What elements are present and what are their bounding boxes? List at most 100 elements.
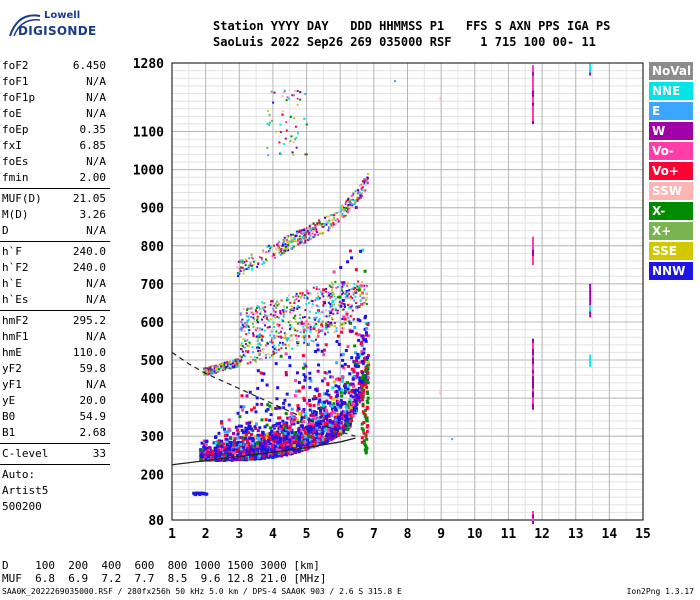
echo-point	[237, 274, 240, 277]
echo-point	[365, 333, 369, 337]
echo-point	[335, 340, 339, 344]
echo-point	[267, 353, 270, 356]
echo-point	[283, 249, 286, 252]
echo-point	[264, 324, 267, 327]
echo-point	[309, 421, 313, 425]
echo-point	[311, 414, 315, 418]
echo-point	[300, 424, 304, 428]
echo-point	[307, 237, 310, 240]
echo-point	[275, 351, 278, 354]
echo-point	[326, 389, 330, 393]
echo-point	[363, 296, 366, 299]
echo-point	[241, 259, 244, 262]
echo-point	[242, 325, 245, 328]
echo-point	[257, 349, 260, 352]
echo-point	[308, 225, 311, 228]
echo-point	[358, 388, 362, 392]
echo-point	[315, 432, 319, 436]
echo-point	[286, 306, 289, 309]
echo-point	[531, 71, 534, 76]
param-name: B0	[2, 410, 16, 423]
echo-point	[279, 250, 282, 253]
echo-point	[331, 386, 335, 390]
echo-point	[356, 371, 360, 375]
echo-point	[589, 314, 592, 318]
echo-point	[334, 435, 338, 439]
echo-point	[360, 350, 364, 354]
echo-point	[248, 257, 251, 260]
echo-point	[335, 327, 338, 330]
echo-point	[346, 291, 349, 294]
echo-point	[340, 388, 344, 392]
echo-point	[254, 427, 258, 431]
echo-point	[322, 311, 325, 314]
echo-point	[279, 429, 283, 433]
echo-point	[312, 340, 315, 343]
echo-point	[531, 516, 534, 521]
echo-point	[330, 281, 333, 284]
echo-point	[297, 238, 300, 241]
echo-point	[238, 440, 242, 444]
echo-point	[305, 416, 309, 420]
echo-point	[343, 305, 346, 308]
echo-point	[299, 232, 302, 235]
echo-point	[264, 440, 268, 444]
echo-point	[282, 305, 285, 308]
echo-point	[281, 442, 285, 446]
echo-point	[235, 363, 238, 366]
echo-point	[346, 424, 350, 428]
echo-point	[333, 330, 336, 333]
echo-point	[279, 131, 282, 134]
echo-point	[322, 300, 325, 303]
echo-point	[259, 343, 262, 346]
echo-point	[249, 262, 252, 265]
echo-point	[329, 421, 333, 425]
echo-point	[337, 424, 341, 428]
echo-point	[281, 242, 284, 245]
echo-point	[329, 306, 332, 309]
echo-point	[279, 341, 282, 344]
echo-point	[349, 307, 352, 310]
echo-point	[278, 240, 281, 243]
echo-point	[247, 318, 250, 321]
echo-point	[361, 428, 365, 432]
echo-point	[531, 341, 534, 346]
echo-point	[333, 405, 337, 409]
echo-point	[348, 322, 351, 325]
echo-point	[239, 328, 242, 331]
echo-point	[343, 206, 346, 209]
echo-point	[363, 178, 366, 181]
echo-point	[345, 421, 349, 425]
echo-point	[337, 342, 341, 346]
echo-point	[305, 153, 308, 156]
echo-point	[325, 413, 329, 417]
echo-point	[254, 360, 257, 363]
echo-point	[324, 343, 328, 347]
echo-point	[249, 427, 253, 431]
echo-point	[298, 440, 302, 444]
echo-point	[345, 206, 348, 209]
echo-point	[365, 379, 369, 383]
echo-point	[267, 110, 270, 113]
y-tick-label: 900	[141, 202, 165, 217]
echo-point	[315, 316, 318, 319]
echo-point	[202, 439, 206, 443]
echo-point	[321, 403, 325, 407]
echo-point	[309, 236, 312, 239]
echo-point	[260, 418, 264, 422]
echo-point	[234, 457, 238, 461]
echo-point	[250, 311, 253, 314]
echo-point	[298, 412, 302, 416]
echo-point	[281, 341, 284, 344]
echo-point	[299, 437, 303, 441]
echo-point	[309, 330, 312, 333]
echo-point	[255, 358, 258, 361]
echo-point	[355, 302, 358, 305]
echo-point	[253, 318, 256, 321]
echo-point	[357, 338, 361, 342]
echo-point	[276, 445, 280, 449]
echo-point	[258, 308, 261, 311]
echo-point	[264, 313, 267, 316]
echo-point	[364, 451, 368, 455]
echo-point	[287, 235, 290, 238]
